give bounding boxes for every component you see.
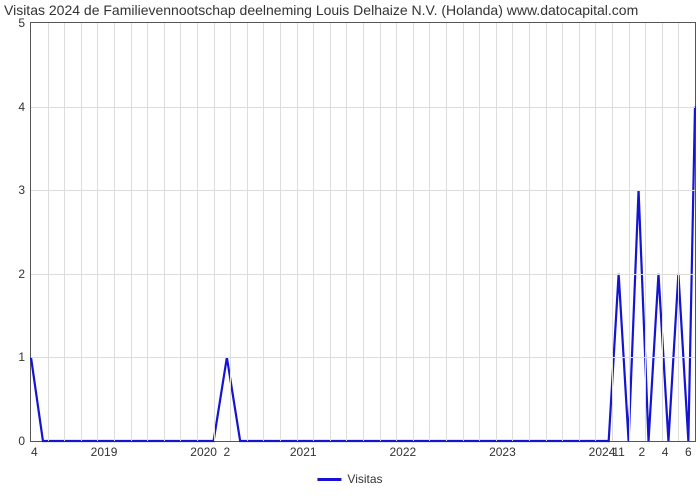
gridline-vertical-minor — [612, 23, 613, 441]
gridline-vertical-minor — [413, 23, 414, 441]
x-tick-label: 11 — [612, 441, 624, 459]
gridline-vertical-minor — [380, 23, 381, 441]
x-tick-label: 2021 — [290, 441, 317, 459]
gridline-vertical-minor — [214, 23, 215, 441]
legend-swatch — [317, 478, 341, 481]
gridline-vertical-minor — [48, 23, 49, 441]
gridline-vertical-minor — [197, 23, 198, 441]
gridline-vertical-minor — [429, 23, 430, 441]
gridline-vertical-minor — [579, 23, 580, 441]
gridline-vertical-minor — [81, 23, 82, 441]
x-tick-label: 2020 — [190, 441, 217, 459]
y-tick-label: 2 — [18, 267, 31, 281]
y-tick-label: 5 — [18, 16, 31, 30]
gridline-vertical-minor — [330, 23, 331, 441]
gridline-vertical-minor — [247, 23, 248, 441]
y-tick-label: 1 — [18, 350, 31, 364]
gridline-vertical-minor — [313, 23, 314, 441]
x-tick-label: 6 — [685, 441, 692, 459]
gridline-vertical-minor — [297, 23, 298, 441]
gridline-vertical-minor — [595, 23, 596, 441]
legend-label: Visitas — [347, 472, 382, 486]
gridline-vertical-minor — [562, 23, 563, 441]
gridline-vertical-minor — [396, 23, 397, 441]
x-tick-label: 2023 — [489, 441, 516, 459]
gridline-vertical-minor — [147, 23, 148, 441]
gridline-vertical-minor — [629, 23, 630, 441]
gridline-vertical-minor — [479, 23, 480, 441]
gridline-vertical-minor — [678, 23, 679, 441]
gridline-vertical-minor — [180, 23, 181, 441]
y-tick-label: 3 — [18, 183, 31, 197]
gridline-vertical-minor — [546, 23, 547, 441]
gridline-vertical-minor — [529, 23, 530, 441]
gridline-vertical-minor — [230, 23, 231, 441]
gridline-vertical-minor — [131, 23, 132, 441]
plot-area: 0123454201920202202120222023202411246 — [30, 22, 696, 442]
gridline-vertical-minor — [512, 23, 513, 441]
x-tick-label: 4 — [662, 441, 669, 459]
chart-container: Visitas 2024 de Familievennootschap deel… — [0, 0, 700, 500]
x-tick-label: 4 — [31, 441, 38, 459]
gridline-vertical-minor — [363, 23, 364, 441]
gridline-vertical-minor — [346, 23, 347, 441]
gridline-vertical-minor — [64, 23, 65, 441]
y-tick-label: 4 — [18, 100, 31, 114]
x-tick-label: 2024 — [589, 441, 616, 459]
gridline-vertical-minor — [114, 23, 115, 441]
gridline-vertical-minor — [164, 23, 165, 441]
gridline-vertical-minor — [496, 23, 497, 441]
gridline-vertical-minor — [662, 23, 663, 441]
x-tick-label: 2 — [224, 441, 231, 459]
y-tick-label: 0 — [18, 434, 31, 448]
chart-title: Visitas 2024 de Familievennootschap deel… — [4, 2, 638, 18]
x-tick-label: 2019 — [91, 441, 118, 459]
gridline-vertical-minor — [280, 23, 281, 441]
gridline-vertical-minor — [446, 23, 447, 441]
gridline-vertical-minor — [263, 23, 264, 441]
x-tick-label: 2022 — [389, 441, 416, 459]
gridline-vertical-minor — [97, 23, 98, 441]
gridline-vertical-minor — [463, 23, 464, 441]
gridline-vertical-minor — [645, 23, 646, 441]
legend: Visitas — [317, 472, 382, 486]
x-tick-label: 2 — [639, 441, 646, 459]
